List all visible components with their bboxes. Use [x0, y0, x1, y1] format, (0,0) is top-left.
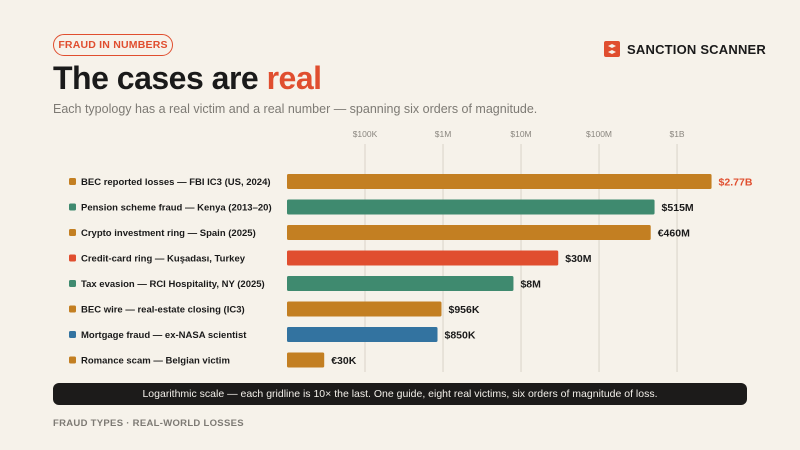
scale-footnote: Logarithmic scale — each gridline is 10×… — [53, 383, 747, 405]
category-label: Mortgage fraud — ex-NASA scientist — [81, 330, 247, 341]
loss-bar-chart: $100K $1M $10M $100M $1B BEC reported losses … — [69, 129, 753, 372]
bar-value-label: $850K — [445, 329, 476, 341]
x-tick-label: $100M — [586, 129, 612, 139]
title-main: The cases are — [53, 60, 267, 96]
bar-value-label: $515M — [662, 202, 694, 214]
page-title: The cases are real — [53, 60, 322, 97]
category-marker — [69, 254, 76, 262]
sanction-scanner-logo-icon — [604, 41, 621, 57]
category-label: BEC reported losses — FBI IC3 (US, 2024) — [81, 177, 271, 188]
bar-value-label: €460M — [658, 227, 690, 239]
category-label: Credit-card ring — Kuşadası, Turkey — [81, 253, 246, 264]
section-badge: FRAUD IN NUMBERS — [53, 34, 173, 56]
bar — [287, 250, 559, 266]
title-accent: real — [266, 60, 322, 96]
bar — [287, 352, 325, 368]
category-label: Pension scheme fraud — Kenya (2013–20) — [81, 202, 272, 213]
category-marker — [69, 178, 76, 185]
category-marker — [69, 203, 76, 211]
bar-value-label: €30K — [331, 355, 357, 367]
x-tick-label: $100K — [353, 129, 378, 139]
x-tick-label: $10M — [510, 129, 531, 139]
bar — [287, 199, 655, 215]
category-label: Crypto investment ring — Spain (2025) — [81, 228, 256, 239]
category-marker — [69, 305, 76, 313]
footer-caption: FRAUD TYPES · REAL-WORLD LOSSES — [53, 418, 244, 429]
bar — [287, 174, 712, 189]
category-marker — [69, 356, 76, 364]
bar-value-label: $8M — [520, 278, 541, 290]
category-marker — [69, 229, 76, 236]
x-tick-label: $1B — [669, 129, 684, 139]
bar — [287, 225, 651, 240]
category-marker — [69, 331, 76, 338]
bar-value-label: $956K — [448, 304, 479, 316]
bar — [287, 327, 438, 342]
page-subtitle: Each typology has a real victim and a re… — [53, 102, 538, 116]
category-marker — [69, 280, 76, 287]
category-label: BEC wire — real-estate closing (IC3) — [81, 304, 245, 315]
bar — [287, 301, 442, 317]
category-label: Tax evasion — RCI Hospitality, NY (2025) — [81, 279, 265, 290]
x-tick-label: $1M — [435, 129, 452, 139]
bar-value-label: $30M — [565, 253, 592, 265]
brand-name: SANCTION SCANNER — [627, 41, 766, 57]
bar-value-label: $2.77B — [719, 176, 753, 188]
category-label: Romance scam — Belgian victim — [81, 355, 230, 366]
bar — [287, 276, 514, 291]
brand-logo: SANCTION SCANNER — [603, 40, 766, 58]
